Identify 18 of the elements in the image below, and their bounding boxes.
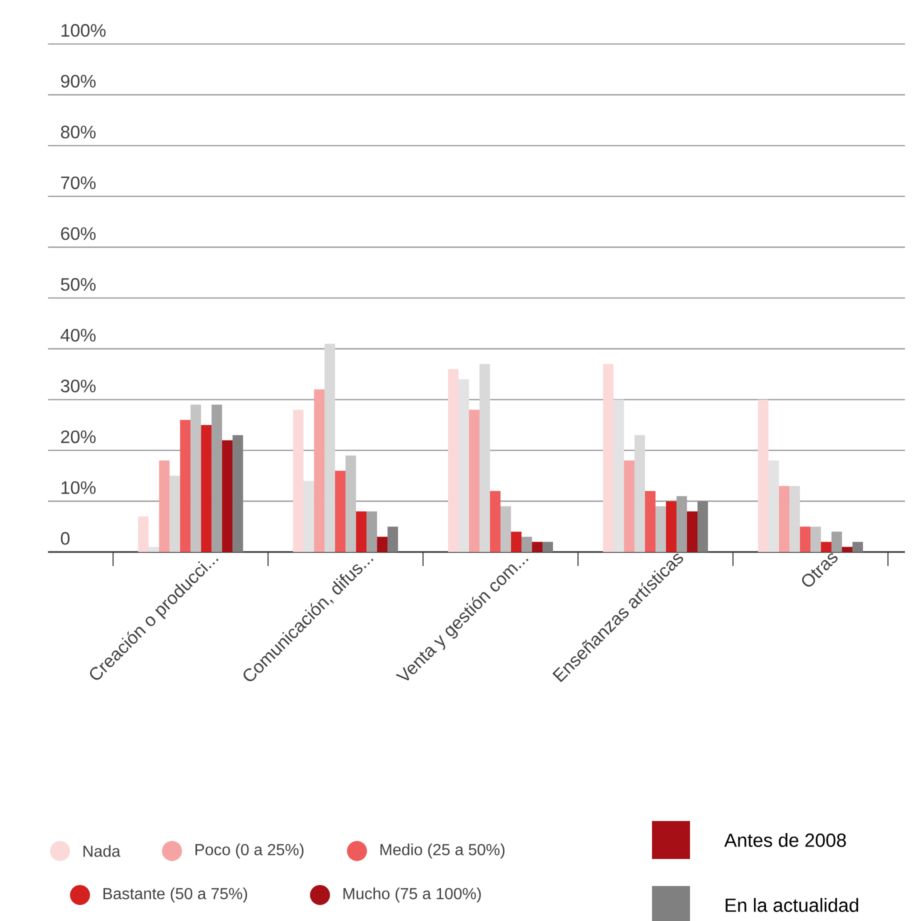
text: Antes de 2008: [724, 833, 846, 847]
y-tick-label: 10%: [62, 481, 96, 494]
y-tick-label: 70%: [61, 176, 96, 190]
legend-label: Nada: [84, 845, 120, 857]
y-tick-label: 20%: [61, 430, 96, 444]
legend-label: Bastante (50 a 75%): [104, 888, 248, 902]
y-tick-label: 50%: [60, 278, 96, 291]
y-tick-label: 60%: [61, 227, 96, 240]
y-tick-label: 90%: [61, 74, 96, 88]
y-tick-label: 80%: [60, 126, 96, 138]
legend-label: Medio (25 a 50%): [380, 844, 504, 858]
legend-label: Mucho (75 a 100%): [344, 888, 481, 902]
y-tick-label: 40%: [60, 328, 96, 342]
y-tick-label: 100%: [62, 24, 106, 37]
y-tick-label: 0: [60, 532, 70, 545]
legend-label: Poco (0 a 25%): [196, 844, 304, 858]
text: En la actualidad: [726, 898, 858, 912]
y-tick-label: 30%: [60, 380, 96, 392]
